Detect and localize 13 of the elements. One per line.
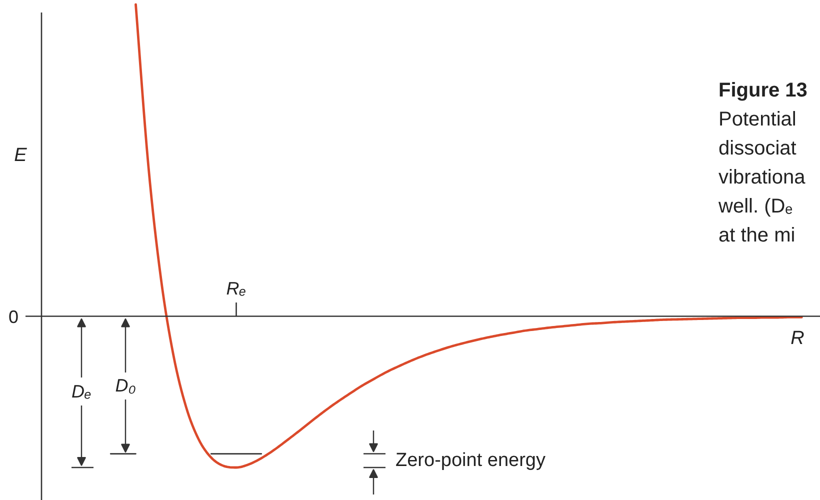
annotation: Potential [718, 108, 796, 130]
ref-line-label: 0 [8, 306, 19, 327]
x-axis-title: R [790, 328, 805, 349]
annotation: Zero-point energy [396, 450, 546, 472]
annotation: Rₑ [226, 278, 246, 298]
annotation: vibrationa [718, 166, 806, 188]
y-axis-title: E [14, 145, 28, 166]
annotation: dissociat [718, 138, 797, 160]
annotation: Figure 13 [718, 80, 808, 102]
annotation: well. (Dₑ [718, 196, 793, 218]
annotation: D₀ [115, 376, 136, 396]
annotation: Dₑ [72, 382, 92, 402]
annotation: at the mi [718, 224, 796, 246]
